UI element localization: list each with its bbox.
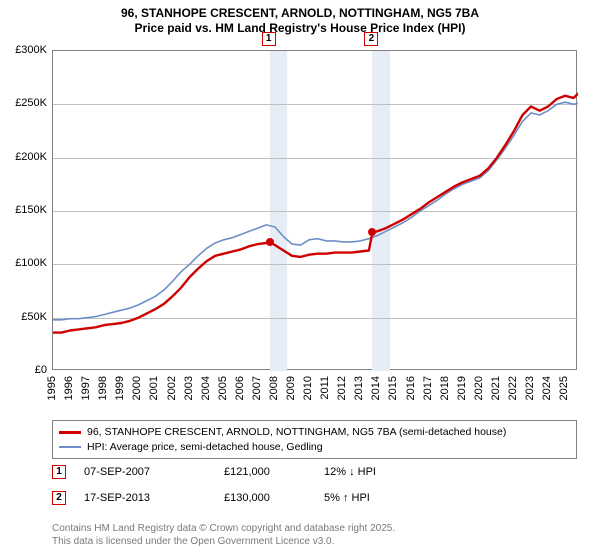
x-axis-label: 2001 <box>148 376 160 400</box>
x-axis-label: 2024 <box>541 376 553 400</box>
x-axis-label: 2012 <box>336 376 348 400</box>
x-axis-label: 2017 <box>422 376 434 400</box>
sale-row: 1 07-SEP-2007£121,00012% ↓ HPI <box>52 465 376 479</box>
x-axis-label: 2022 <box>507 376 519 400</box>
sale-row-marker: 1 <box>52 465 66 479</box>
x-axis-label: 2023 <box>524 376 536 400</box>
legend-swatch <box>59 431 81 433</box>
x-axis-label: 2008 <box>268 376 280 400</box>
y-axis-label: £150K <box>2 204 47 216</box>
sale-row: 2 17-SEP-2013£130,0005% ↑ HPI <box>52 491 370 505</box>
sale-row-marker: 2 <box>52 491 66 505</box>
x-axis-label: 2016 <box>405 376 417 400</box>
series-line <box>53 102 578 320</box>
x-axis-label: 2014 <box>370 376 382 400</box>
x-axis-label: 1995 <box>46 376 58 400</box>
x-axis-label: 2015 <box>387 376 399 400</box>
x-axis-label: 1999 <box>114 376 126 400</box>
chart-title: 96, STANHOPE CRESCENT, ARNOLD, NOTTINGHA… <box>0 0 600 36</box>
legend-swatch <box>59 446 81 448</box>
x-axis-label: 2000 <box>131 376 143 400</box>
x-axis-label: 2007 <box>251 376 263 400</box>
x-axis-label: 1998 <box>97 376 109 400</box>
title-line1: 96, STANHOPE CRESCENT, ARNOLD, NOTTINGHA… <box>0 6 600 21</box>
legend-label: 96, STANHOPE CRESCENT, ARNOLD, NOTTINGHA… <box>87 425 506 440</box>
x-axis-label: 2009 <box>285 376 297 400</box>
footer-line2: This data is licensed under the Open Gov… <box>52 535 395 548</box>
sale-marker: 1 <box>262 32 276 46</box>
legend-item: 96, STANHOPE CRESCENT, ARNOLD, NOTTINGHA… <box>59 425 570 440</box>
legend-label: HPI: Average price, semi-detached house,… <box>87 440 323 455</box>
sale-hpi-delta: 12% ↓ HPI <box>324 466 376 478</box>
x-axis-label: 2019 <box>456 376 468 400</box>
x-axis-label: 2006 <box>234 376 246 400</box>
chart-svg <box>53 51 578 371</box>
series-line <box>53 94 578 333</box>
legend: 96, STANHOPE CRESCENT, ARNOLD, NOTTINGHA… <box>52 420 577 459</box>
x-axis-label: 2020 <box>473 376 485 400</box>
sale-dot <box>368 228 376 236</box>
legend-item: HPI: Average price, semi-detached house,… <box>59 440 570 455</box>
y-axis-label: £200K <box>2 151 47 163</box>
sale-date: 17-SEP-2013 <box>84 492 224 504</box>
x-axis-label: 2018 <box>439 376 451 400</box>
y-axis-label: £50K <box>2 311 47 323</box>
sale-marker: 2 <box>364 32 378 46</box>
x-axis-label: 2010 <box>302 376 314 400</box>
x-axis-label: 2025 <box>558 376 570 400</box>
sale-dot <box>266 238 274 246</box>
y-axis-label: £100K <box>2 257 47 269</box>
x-axis-label: 2004 <box>200 376 212 400</box>
sale-price: £121,000 <box>224 466 324 478</box>
x-axis-label: 2003 <box>183 376 195 400</box>
y-axis-label: £250K <box>2 97 47 109</box>
footer-attribution: Contains HM Land Registry data © Crown c… <box>52 522 395 548</box>
x-axis-label: 1997 <box>80 376 92 400</box>
x-axis-label: 1996 <box>63 376 75 400</box>
title-line2: Price paid vs. HM Land Registry's House … <box>0 21 600 36</box>
x-axis-label: 2005 <box>217 376 229 400</box>
chart-plot-area <box>52 50 577 370</box>
sale-price: £130,000 <box>224 492 324 504</box>
x-axis-label: 2021 <box>490 376 502 400</box>
x-axis-label: 2011 <box>319 376 331 400</box>
footer-line1: Contains HM Land Registry data © Crown c… <box>52 522 395 535</box>
sale-hpi-delta: 5% ↑ HPI <box>324 492 370 504</box>
y-axis-label: £0 <box>2 364 47 376</box>
y-axis-label: £300K <box>2 44 47 56</box>
sale-date: 07-SEP-2007 <box>84 466 224 478</box>
x-axis-label: 2002 <box>166 376 178 400</box>
x-axis-label: 2013 <box>353 376 365 400</box>
